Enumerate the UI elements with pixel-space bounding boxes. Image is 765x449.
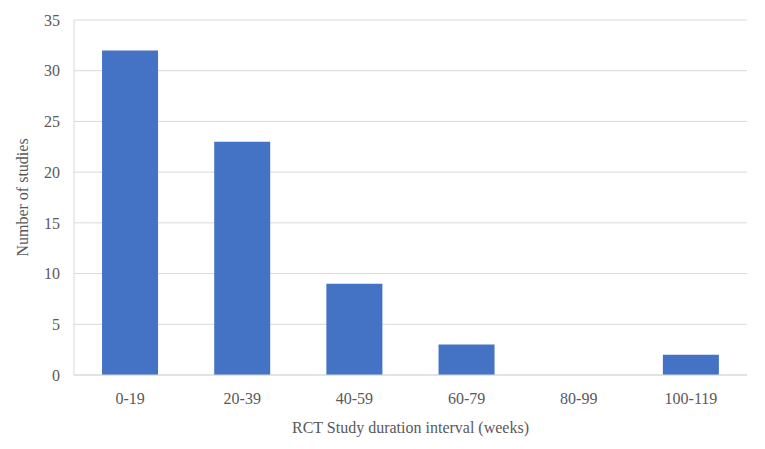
svg-text:80-99: 80-99 [560,390,597,407]
svg-text:20-39: 20-39 [224,390,261,407]
svg-text:25: 25 [44,113,60,130]
svg-text:20: 20 [44,164,60,181]
svg-text:0: 0 [52,367,60,384]
svg-text:10: 10 [44,265,60,282]
svg-text:100-119: 100-119 [665,390,718,407]
svg-text:5: 5 [52,316,60,333]
svg-text:0-19: 0-19 [115,390,144,407]
svg-text:40-59: 40-59 [336,390,373,407]
svg-text:30: 30 [44,62,60,79]
svg-text:RCT Study duration interval (w: RCT Study duration interval (weeks) [292,419,529,437]
svg-text:35: 35 [44,12,60,29]
svg-text:Number of studies: Number of studies [14,138,31,256]
svg-text:60-79: 60-79 [448,390,485,407]
svg-text:15: 15 [44,215,60,232]
